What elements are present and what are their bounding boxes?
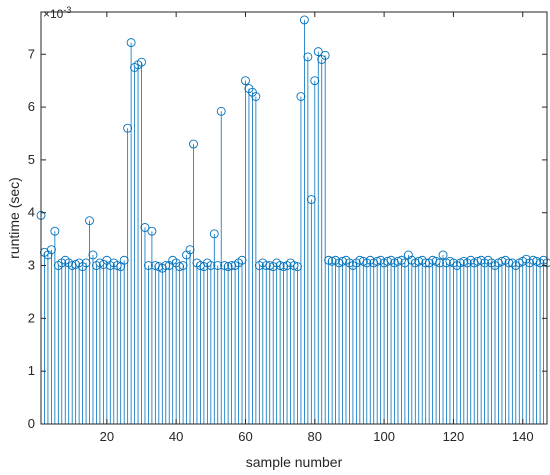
stem-marker [241, 76, 250, 86]
stem-marker [216, 106, 226, 116]
stem-marker [185, 245, 195, 255]
stem-marker [324, 255, 334, 265]
y-axis-label: runtime (sec) [6, 177, 22, 259]
axes-box [40, 11, 548, 425]
stem-marker [293, 262, 302, 272]
stem-marker [140, 223, 150, 232]
y-tick-label: 2 [28, 310, 35, 325]
stem-marker [143, 261, 153, 270]
stem-marker [213, 261, 223, 270]
stem-marker [137, 57, 146, 67]
stem-marker [306, 195, 316, 204]
stem-marker [81, 258, 91, 268]
stem-marker [279, 262, 289, 272]
stem-marker [46, 245, 56, 255]
stem-series [36, 15, 550, 424]
x-axis-ticks: 20 40 60 80 100 120 140 [100, 12, 534, 444]
y-axis-ticks: 0 1 2 3 4 5 6 7 [28, 46, 547, 431]
stem-marker [372, 256, 382, 266]
x-tick-label: 20 [100, 429, 114, 444]
stem-marker [414, 256, 424, 266]
y-tick-label: 4 [28, 205, 35, 220]
stem-marker [206, 261, 216, 270]
stem-marker [320, 50, 330, 60]
stem-marker [261, 261, 271, 270]
stem-marker [126, 38, 136, 48]
stem-marker [296, 92, 306, 101]
stem-marker [393, 256, 403, 266]
stem-marker [338, 256, 347, 266]
stem-marker [209, 229, 219, 239]
x-tick-label: 120 [443, 429, 465, 444]
stem-marker [327, 256, 337, 266]
x-tick-label: 40 [169, 429, 183, 444]
stem-marker [435, 258, 445, 268]
stem-marker [50, 226, 60, 236]
stem-marker [178, 261, 188, 270]
stem-marker [112, 261, 122, 270]
x-tick-label: 140 [512, 429, 534, 444]
stem-marker [220, 261, 230, 270]
x-axis-label: sample number [246, 454, 343, 470]
stem-marker [123, 123, 133, 133]
stem-marker [161, 261, 171, 270]
stem-marker [175, 262, 185, 272]
stem-marker [189, 139, 198, 149]
stem-marker [223, 262, 233, 272]
stem-marker [497, 256, 507, 266]
y-exponent-label: ×10-3 [43, 5, 71, 21]
y-tick-label: 5 [28, 152, 35, 167]
stem-marker [85, 216, 94, 226]
stem-marker [119, 255, 129, 265]
y-tick-label: 3 [28, 258, 35, 273]
y-tick-label: 0 [28, 416, 35, 431]
stem-marker [313, 47, 323, 57]
stem-marker [299, 15, 309, 25]
x-tick-label: 60 [238, 429, 252, 444]
y-tick-label: 6 [28, 99, 35, 114]
x-tick-label: 100 [373, 429, 395, 444]
stem-marker [88, 250, 98, 260]
x-tick-label: 80 [308, 429, 322, 444]
stem-marker [289, 261, 299, 270]
stem-marker [275, 261, 285, 270]
y-tick-label: 7 [28, 46, 35, 61]
stem-marker [310, 76, 320, 86]
stem-marker [473, 256, 483, 266]
stem-marker [251, 92, 261, 101]
y-tick-label: 1 [28, 363, 35, 378]
stem-marker [438, 250, 448, 260]
stem-marker [383, 256, 393, 266]
stem-marker [237, 255, 247, 265]
stem-marker [303, 52, 313, 62]
stem-marker [147, 226, 157, 236]
